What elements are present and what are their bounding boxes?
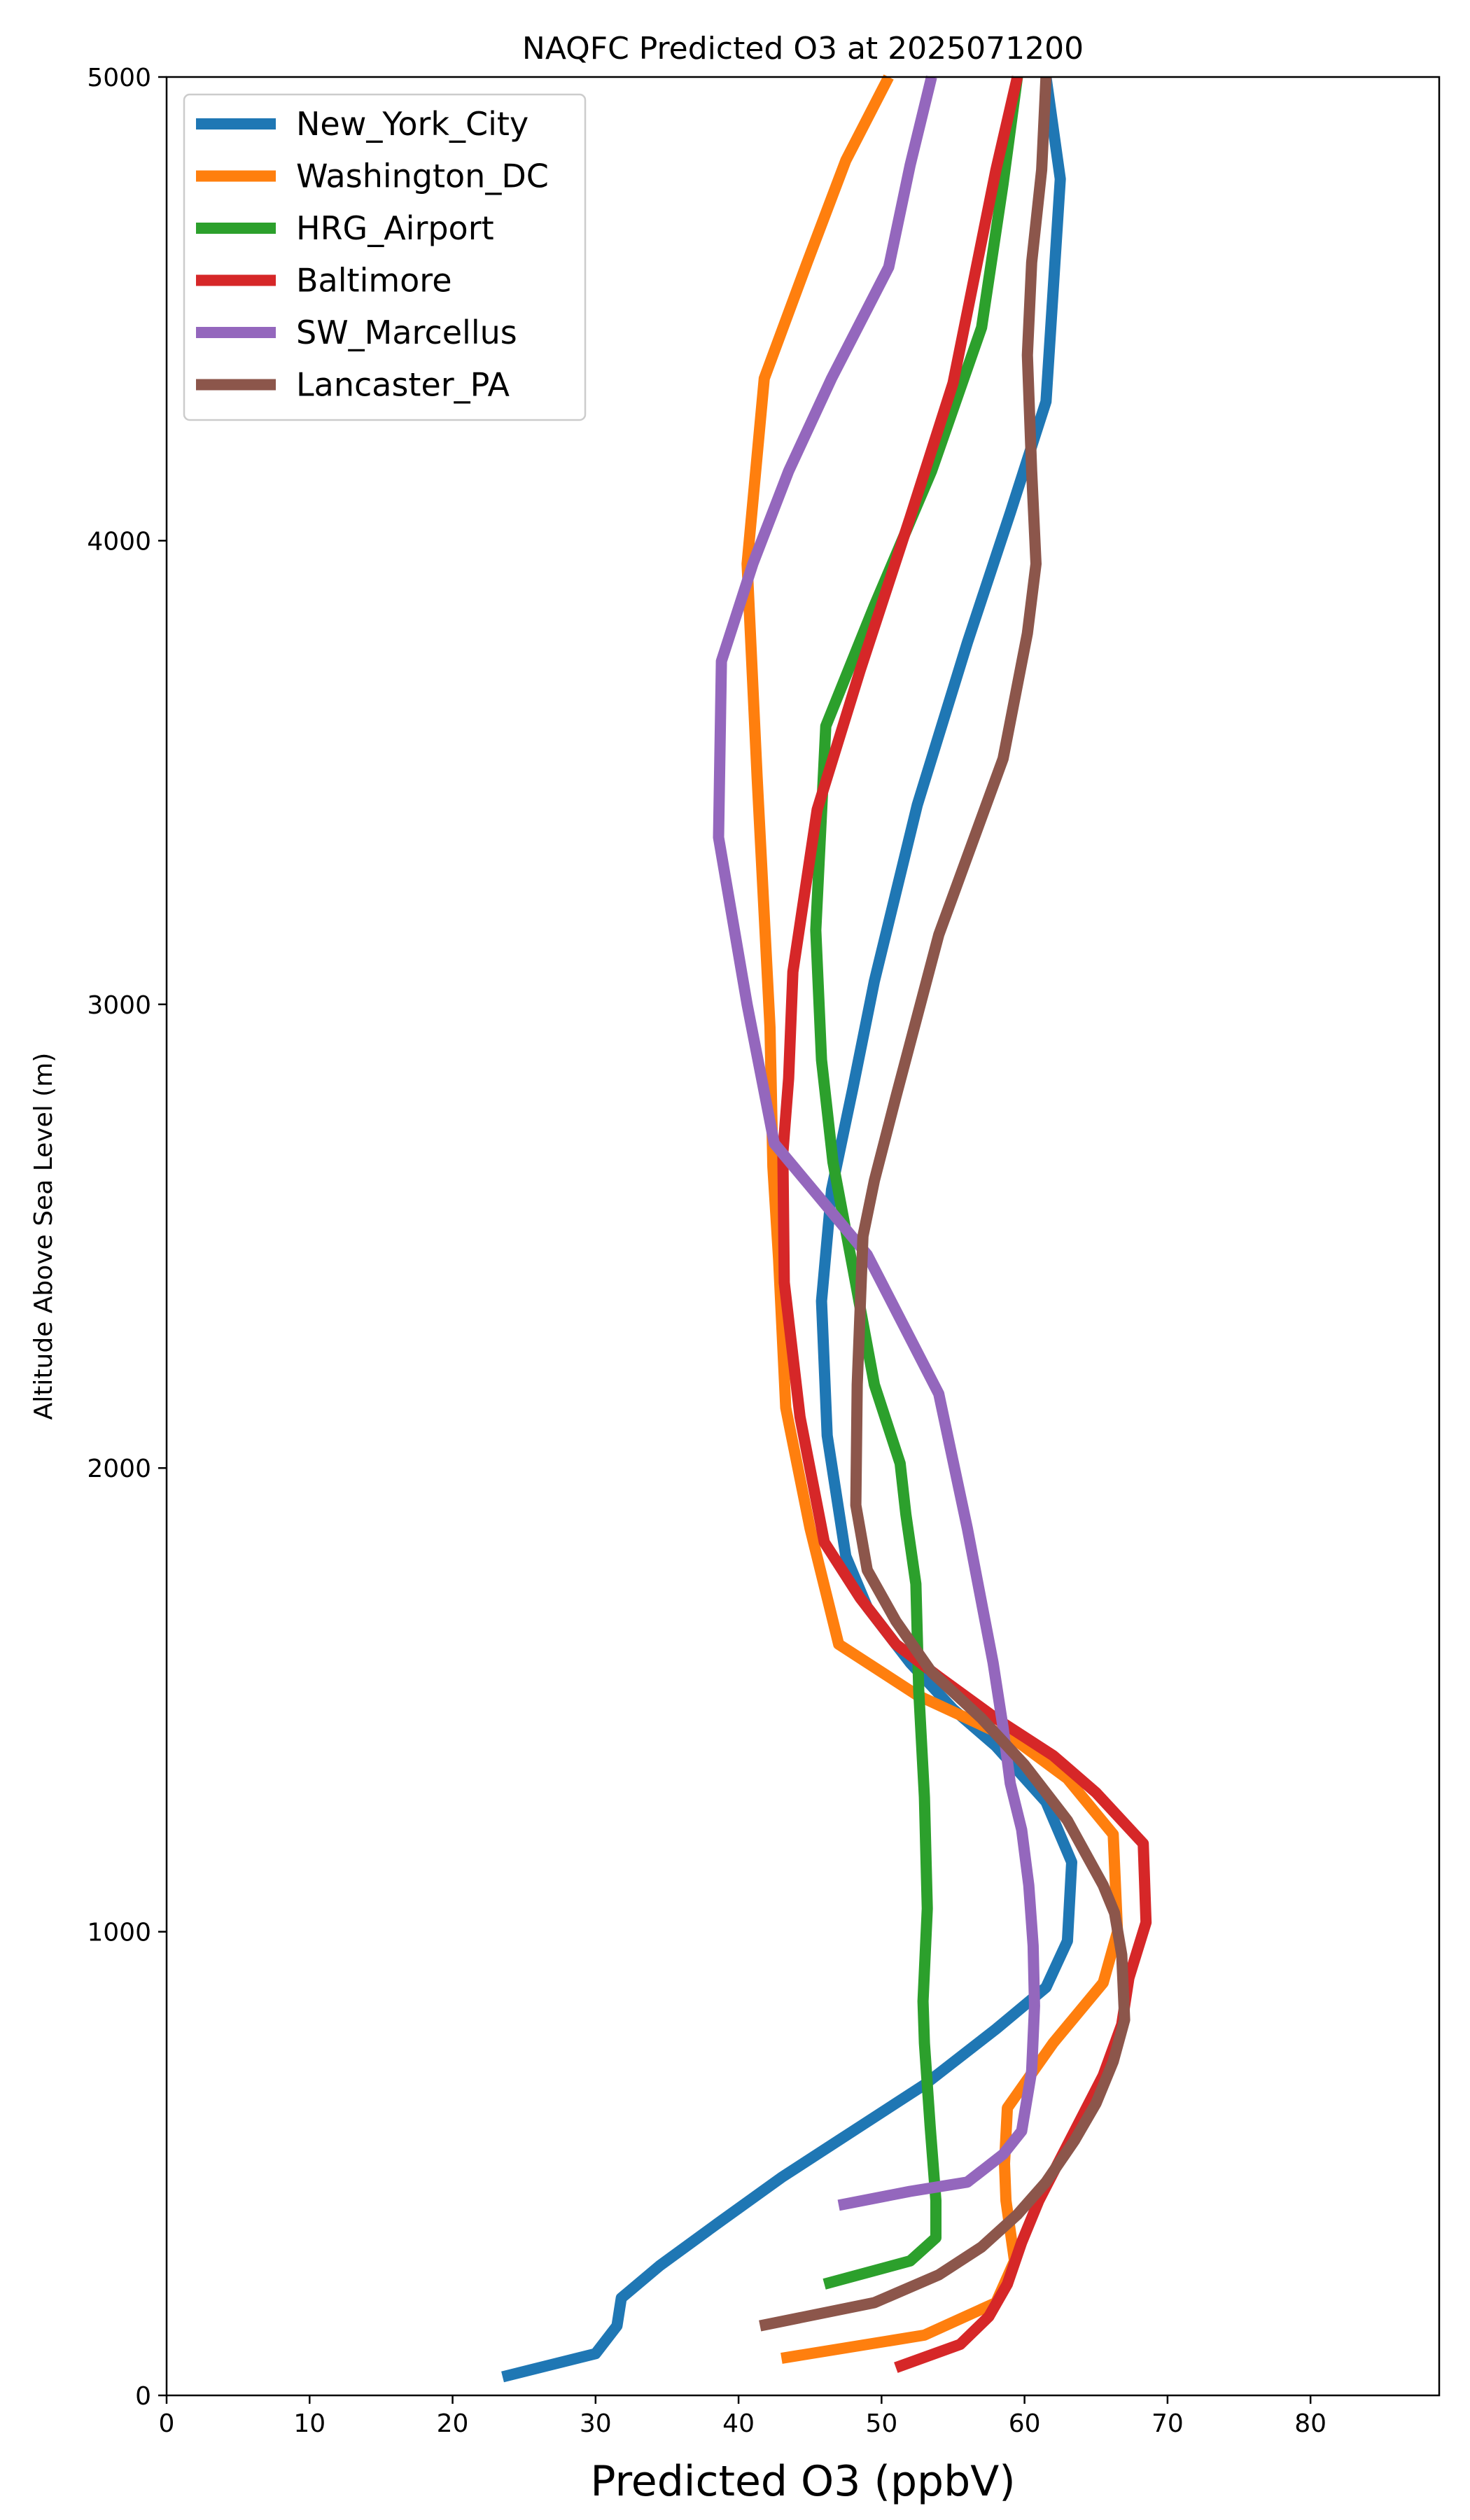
legend-label-washington-dc: Washington_DC <box>296 158 549 195</box>
x-tick-label: 60 <box>1009 2409 1041 2438</box>
plot-area <box>501 74 1152 2383</box>
series-line-sw-marcellus <box>713 76 1040 2211</box>
x-tick-label: 70 <box>1152 2409 1184 2438</box>
y-axis-ticks: 0 1000 2000 3000 4000 5000 <box>87 64 167 2411</box>
y-tick-label: 2000 <box>87 1455 151 1483</box>
chart-title: NAQFC Predicted O3 at 2025071200 <box>522 31 1084 66</box>
legend: New_York_City Washington_DC HRG_Airport Bal… <box>183 93 587 421</box>
series-line-baltimore <box>777 76 1152 2373</box>
x-axis-label: Predicted O3 (ppbV) <box>590 2457 1015 2506</box>
x-tick-label: 80 <box>1294 2409 1326 2438</box>
legend-label-new-york-city: New_York_City <box>296 105 528 143</box>
plot-frame <box>165 76 1441 2397</box>
y-axis-label: Altitude Above Sea Level (m) <box>29 1053 58 1420</box>
legend-label-lancaster-pa: Lancaster_PA <box>296 366 510 404</box>
x-tick-label: 30 <box>580 2409 612 2438</box>
legend-box <box>183 93 587 421</box>
y-tick-label: 1000 <box>87 1919 151 1947</box>
y-tick-label: 3000 <box>87 991 151 1020</box>
x-axis-ticks: 0 10 20 30 40 50 60 70 80 <box>159 2395 1326 2438</box>
legend-label-sw-marcellus: SW_Marcellus <box>296 314 517 351</box>
legend-label-baltimore: Baltimore <box>296 262 452 300</box>
series-line-washington-dc <box>741 74 1124 2364</box>
x-tick-label: 20 <box>437 2409 469 2438</box>
y-tick-label: 4000 <box>87 527 151 556</box>
y-tick-label: 5000 <box>87 64 151 92</box>
x-tick-label: 40 <box>722 2409 755 2438</box>
legend-label-hrg-airport: HRG_Airport <box>296 209 494 247</box>
y-tick-label: 0 <box>135 2382 151 2411</box>
series-line-lancaster-pa <box>759 76 1130 2332</box>
x-tick-label: 50 <box>865 2409 897 2438</box>
x-tick-label: 0 <box>159 2409 175 2438</box>
x-tick-label: 10 <box>293 2409 326 2438</box>
